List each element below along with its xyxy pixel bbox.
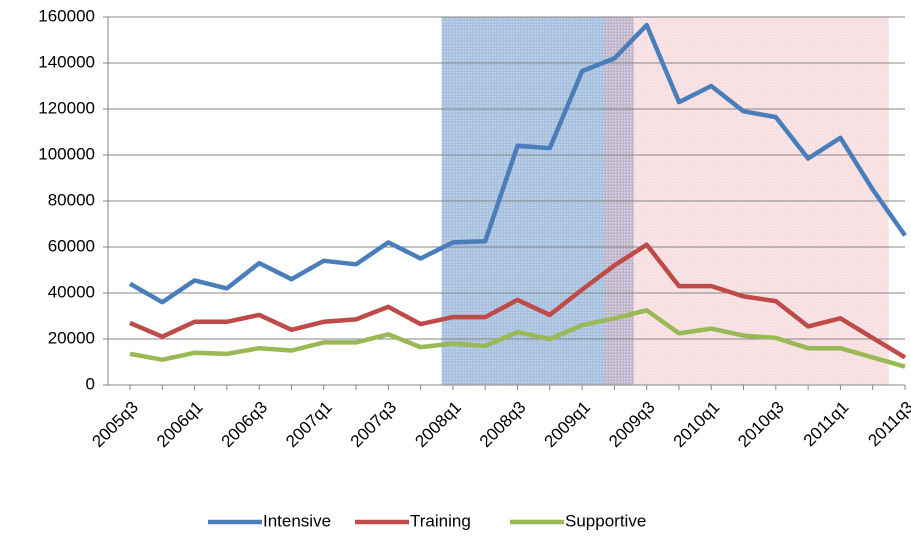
x-tick-label: 2010q3 bbox=[734, 398, 788, 452]
x-tick-label: 2007q1 bbox=[282, 398, 336, 452]
x-tick-label: 2006q3 bbox=[218, 398, 272, 452]
lines-layer bbox=[128, 22, 907, 369]
legend-label: Training bbox=[410, 511, 471, 530]
y-tick-label: 20000 bbox=[48, 328, 95, 347]
y-tick-label: 0 bbox=[86, 374, 95, 393]
y-tick-label: 60000 bbox=[48, 236, 95, 255]
legend-label: Supportive bbox=[565, 511, 646, 530]
x-tick-label: 2007q3 bbox=[347, 398, 401, 452]
x-tick-label: 2011q3 bbox=[864, 398, 911, 451]
x-tick-label: 2009q3 bbox=[605, 398, 659, 452]
y-tick-label: 140000 bbox=[38, 52, 95, 71]
x-tick-label: 2010q1 bbox=[670, 398, 724, 452]
x-tick-label: 2008q1 bbox=[411, 398, 465, 452]
y-tick-label: 160000 bbox=[38, 6, 95, 25]
x-tick-label: 2009q1 bbox=[541, 398, 595, 452]
legend-label: Intensive bbox=[263, 511, 331, 530]
series-line bbox=[129, 242, 907, 360]
y-tick-label: 120000 bbox=[38, 98, 95, 117]
x-tick-label: 2011q1 bbox=[800, 398, 853, 451]
x-tick-label: 2008q3 bbox=[476, 398, 530, 452]
y-tick-label: 80000 bbox=[48, 190, 95, 209]
y-tick-label: 100000 bbox=[38, 144, 95, 163]
x-tick-label: 2005q3 bbox=[88, 398, 142, 452]
x-tick-label: 2006q1 bbox=[153, 398, 207, 452]
series-line bbox=[128, 22, 907, 305]
y-tick-label: 40000 bbox=[48, 282, 95, 301]
grid-layer bbox=[103, 16, 906, 390]
series-line bbox=[129, 308, 906, 369]
